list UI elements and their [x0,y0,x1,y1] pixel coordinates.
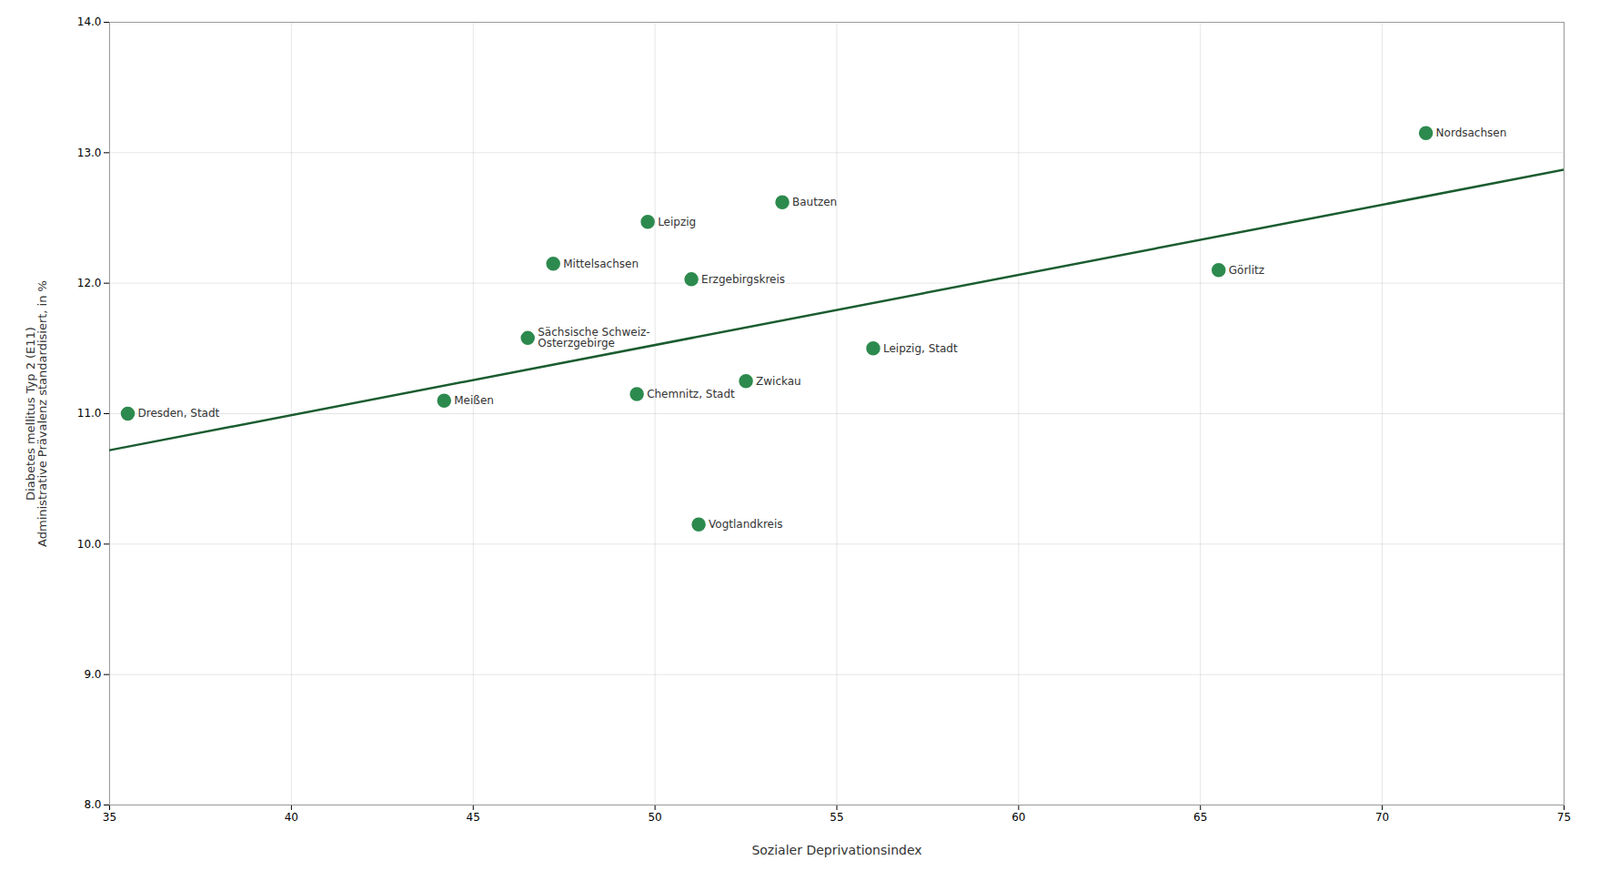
svg-text:70: 70 [1375,810,1389,824]
svg-text:Dresden, Stadt: Dresden, Stadt [137,406,220,420]
svg-text:Diabetes mellitus Typ 2 (E11)A: Diabetes mellitus Typ 2 (E11)Administrat… [23,280,50,547]
svg-text:60: 60 [1011,810,1026,824]
svg-text:Sozialer Deprivationsindex: Sozialer Deprivationsindex [751,842,922,857]
svg-text:50: 50 [647,810,662,824]
svg-text:9.0: 9.0 [83,667,101,681]
svg-text:Erzgebirgskreis: Erzgebirgskreis [701,272,785,286]
svg-text:14.0: 14.0 [77,15,102,29]
svg-text:Nordsachsen: Nordsachsen [1436,126,1508,140]
svg-text:65: 65 [1193,810,1208,824]
svg-text:45: 45 [466,810,481,824]
svg-text:Bautzen: Bautzen [792,195,837,209]
svg-text:55: 55 [829,810,844,824]
svg-text:Mittelsachsen: Mittelsachsen [563,257,639,271]
svg-text:11.0: 11.0 [77,406,102,420]
svg-text:10.0: 10.0 [77,537,102,551]
svg-text:40: 40 [284,810,299,824]
svg-text:Leipzig, Stadt: Leipzig, Stadt [883,342,958,355]
svg-text:Görlitz: Görlitz [1228,263,1265,277]
svg-text:12.0: 12.0 [77,276,102,290]
svg-text:Vogtlandkreis: Vogtlandkreis [708,517,783,531]
svg-text:Chemnitz, Stadt: Chemnitz, Stadt [646,387,735,401]
svg-text:13.0: 13.0 [77,146,102,160]
svg-text:Meißen: Meißen [453,393,494,407]
svg-text:Leipzig: Leipzig [657,215,696,229]
svg-text:8.0: 8.0 [83,797,101,811]
svg-text:35: 35 [102,810,117,824]
svg-text:Zwickau: Zwickau [755,374,802,388]
svg-text:75: 75 [1557,810,1571,824]
svg-text:Sächsische Schweiz-Osterzgebir: Sächsische Schweiz-Osterzgebirge [537,325,650,350]
